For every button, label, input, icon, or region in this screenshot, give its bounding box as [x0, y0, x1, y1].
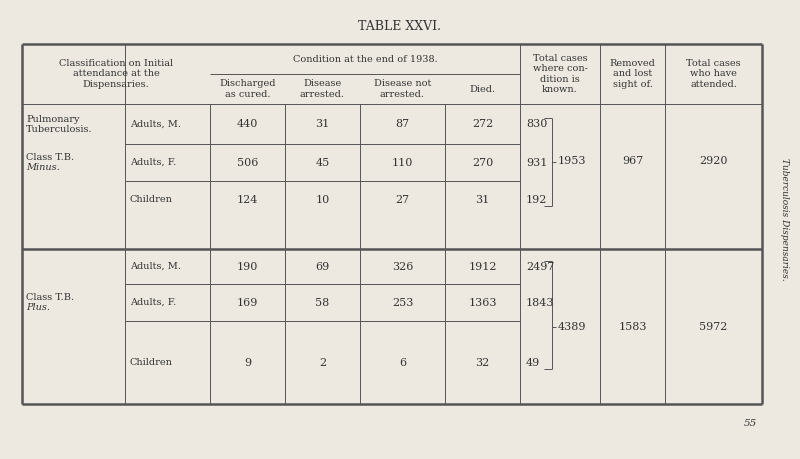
Text: 124: 124: [237, 195, 258, 205]
Text: 2920: 2920: [699, 157, 728, 167]
Text: 31: 31: [475, 195, 490, 205]
Text: Died.: Died.: [470, 84, 495, 94]
Text: 2497: 2497: [526, 262, 554, 272]
Text: 1363: 1363: [468, 297, 497, 308]
Text: 10: 10: [315, 195, 330, 205]
Text: 6: 6: [399, 358, 406, 368]
Text: 1843: 1843: [526, 297, 554, 308]
Text: Total cases
who have
attended.: Total cases who have attended.: [686, 59, 741, 89]
Text: 169: 169: [237, 297, 258, 308]
Text: Adults, M.: Adults, M.: [130, 119, 181, 129]
Text: Adults, M.: Adults, M.: [130, 262, 181, 271]
Text: Discharged
as cured.: Discharged as cured.: [219, 79, 276, 99]
Text: 45: 45: [315, 157, 330, 168]
Text: 32: 32: [475, 358, 490, 368]
Text: Classification on Initial
attendance at the
Dispensaries.: Classification on Initial attendance at …: [59, 59, 173, 89]
Text: Disease
arrested.: Disease arrested.: [300, 79, 345, 99]
Text: TABLE XXVI.: TABLE XXVI.: [358, 21, 442, 34]
Text: 830: 830: [526, 119, 547, 129]
Text: Class T.B.: Class T.B.: [26, 153, 74, 162]
Text: 270: 270: [472, 157, 493, 168]
Text: 506: 506: [237, 157, 258, 168]
Text: 967: 967: [622, 157, 643, 167]
Text: Condition at the end of 1938.: Condition at the end of 1938.: [293, 55, 438, 63]
Text: 272: 272: [472, 119, 493, 129]
Text: Minus.: Minus.: [26, 163, 60, 172]
Text: 9: 9: [244, 358, 251, 368]
Text: 110: 110: [392, 157, 413, 168]
Text: 4389: 4389: [558, 321, 586, 331]
Text: 2: 2: [319, 358, 326, 368]
Text: 326: 326: [392, 262, 413, 272]
Text: Pulmonary: Pulmonary: [26, 114, 79, 123]
Text: 190: 190: [237, 262, 258, 272]
Text: Total cases
where con-
dition is
known.: Total cases where con- dition is known.: [533, 54, 587, 94]
Text: Class T.B.: Class T.B.: [26, 293, 74, 302]
Text: 192: 192: [526, 195, 547, 205]
Text: 49: 49: [526, 358, 540, 368]
Text: Plus.: Plus.: [26, 303, 50, 312]
Text: 55: 55: [743, 420, 757, 429]
Text: Adults, F.: Adults, F.: [130, 158, 176, 167]
Text: 931: 931: [526, 157, 547, 168]
Text: 1953: 1953: [558, 157, 586, 167]
Text: Children: Children: [130, 196, 173, 205]
Text: Tuberculosis Dispensaries.: Tuberculosis Dispensaries.: [781, 157, 790, 280]
Text: 1912: 1912: [468, 262, 497, 272]
Text: 1583: 1583: [618, 321, 646, 331]
Text: Removed
and lost
sight of.: Removed and lost sight of.: [610, 59, 655, 89]
Text: Children: Children: [130, 358, 173, 367]
Text: 253: 253: [392, 297, 413, 308]
Text: Adults, F.: Adults, F.: [130, 298, 176, 307]
Text: 87: 87: [395, 119, 410, 129]
Text: 5972: 5972: [699, 321, 728, 331]
Text: Tuberculosis.: Tuberculosis.: [26, 124, 93, 134]
Text: 69: 69: [315, 262, 330, 272]
Text: 58: 58: [315, 297, 330, 308]
Text: Disease not
arrested.: Disease not arrested.: [374, 79, 431, 99]
Text: 440: 440: [237, 119, 258, 129]
Text: 27: 27: [395, 195, 410, 205]
Text: 31: 31: [315, 119, 330, 129]
